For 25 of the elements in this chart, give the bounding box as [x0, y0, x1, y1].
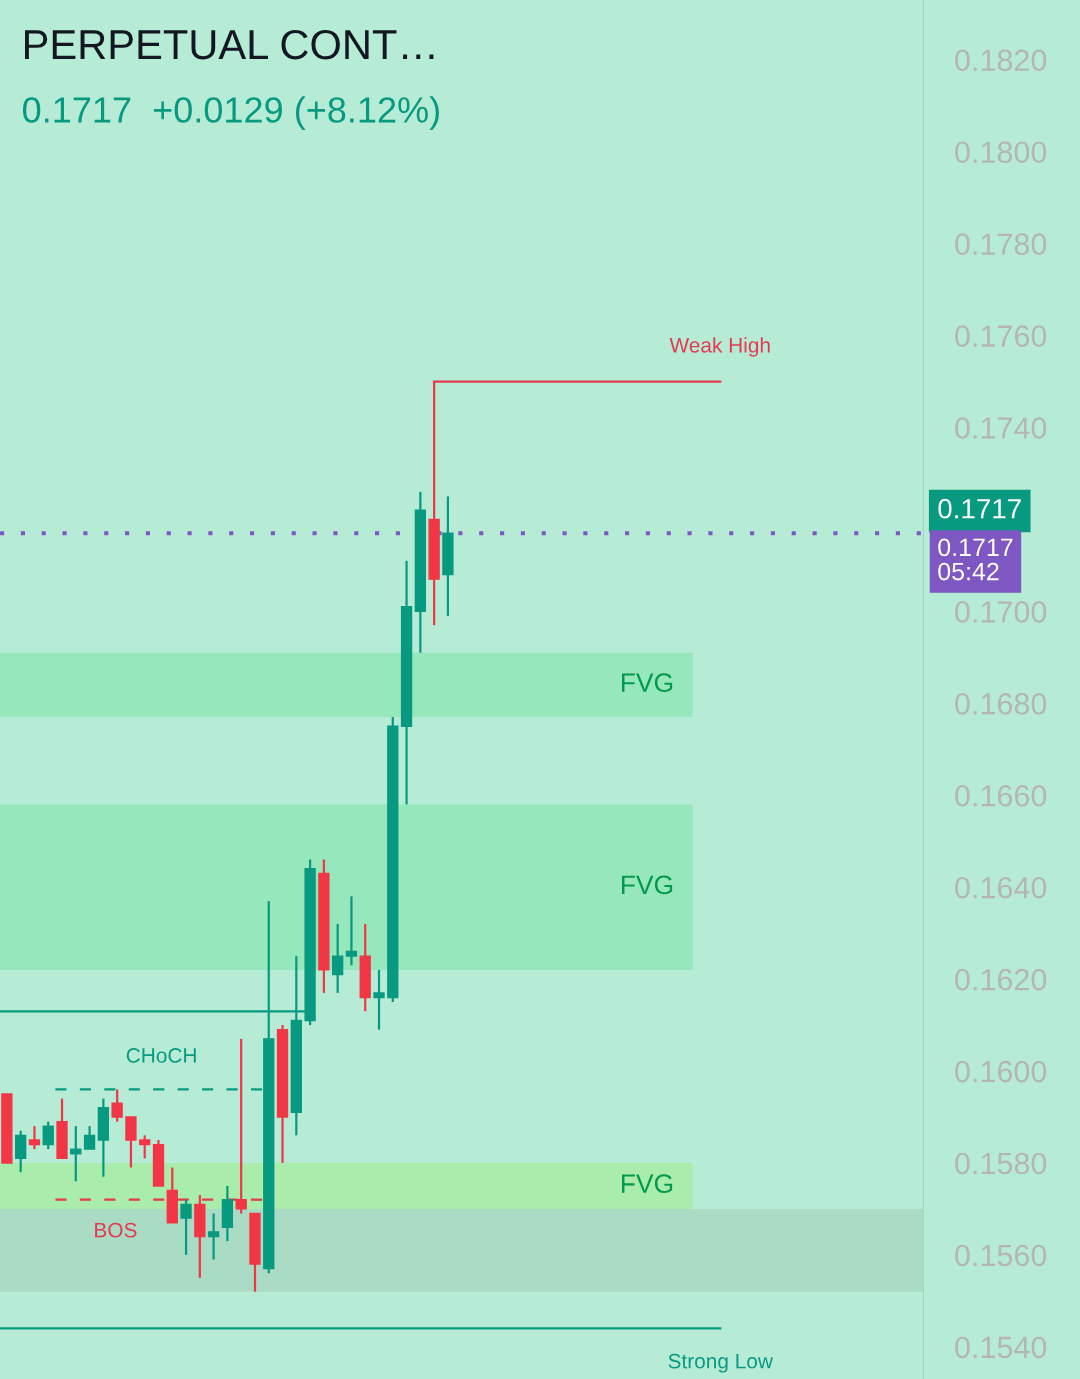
candlestick	[332, 922, 344, 994]
candlestick	[207, 1212, 220, 1261]
band-label: FVG	[622, 875, 673, 895]
ref-line-label: 0.1717	[938, 498, 1021, 519]
text: 0.1717 05:42	[938, 538, 1013, 581]
candlestick	[28, 1125, 41, 1151]
candlestick	[42, 1120, 54, 1151]
band-label: FVG	[622, 1174, 673, 1194]
candlestick	[70, 1125, 82, 1183]
candlestick	[111, 1088, 123, 1123]
ref-line-label: Strong Low	[668, 1353, 773, 1373]
band-label: FVG	[622, 673, 673, 692]
ref-line-label: CHoCH	[126, 1048, 196, 1063]
candlestick	[83, 1125, 96, 1151]
text: 0.1717 +0.0129 (+8.12%)	[23, 96, 439, 130]
candlestick	[139, 1134, 151, 1160]
candlestick	[373, 968, 385, 1031]
candlestick	[345, 895, 358, 967]
ref-line-label: BOS	[95, 1222, 137, 1238]
candlestick	[15, 1129, 27, 1174]
candlestick	[125, 1115, 137, 1169]
candlestick	[235, 1037, 247, 1215]
ref-line-label: Weak High	[669, 337, 770, 357]
text: PERPETUAL CONT…	[25, 29, 434, 60]
candlestick	[180, 1198, 192, 1256]
